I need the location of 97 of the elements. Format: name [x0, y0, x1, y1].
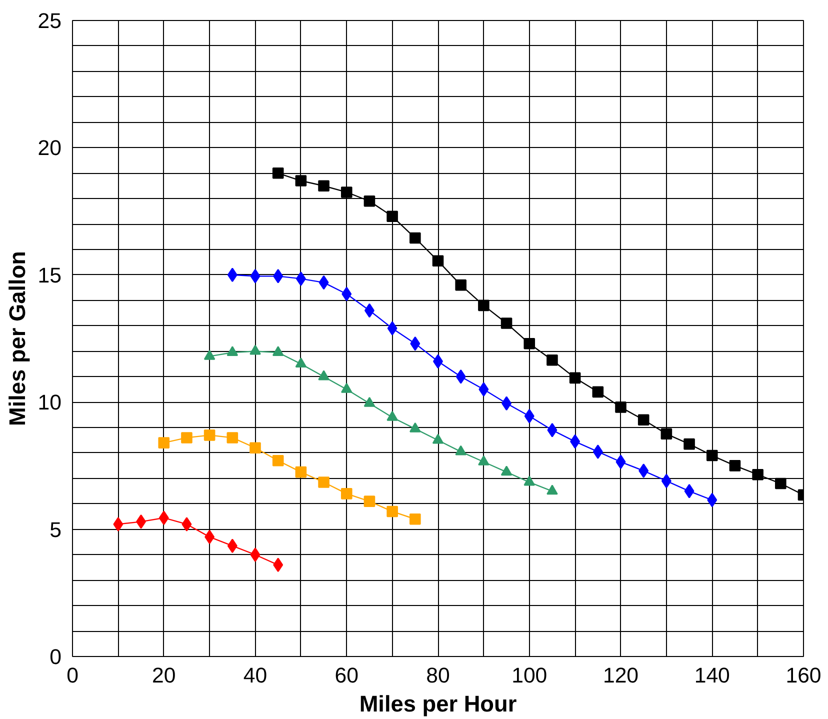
x-tick-label: 20: [152, 664, 176, 688]
y-tick-label: 15: [38, 263, 62, 288]
point: [456, 370, 466, 384]
point: [386, 410, 398, 421]
point: [638, 414, 650, 426]
point: [410, 232, 421, 244]
point: [410, 422, 421, 432]
y-axis-title: Miles per Gallon: [4, 251, 30, 426]
point: [181, 432, 192, 444]
x-tick-label: 60: [334, 664, 359, 688]
point: [273, 558, 284, 572]
y-tick-label: 25: [38, 9, 62, 33]
point: [500, 318, 512, 329]
point: [386, 506, 398, 518]
point: [364, 496, 376, 507]
point: [318, 180, 330, 192]
point: [158, 437, 170, 448]
point: [340, 488, 352, 500]
x-tick-label: 80: [426, 664, 450, 688]
point: [570, 434, 580, 449]
point: [340, 186, 352, 198]
point: [547, 422, 558, 438]
point: [524, 338, 536, 350]
y-tick-label: 0: [50, 645, 62, 669]
point: [226, 346, 238, 356]
point: [250, 344, 261, 355]
point: [660, 428, 672, 440]
x-tick-label: 120: [602, 664, 639, 688]
point: [684, 438, 695, 450]
point: [524, 476, 536, 486]
x-tick-label: 40: [243, 664, 268, 688]
point: [364, 195, 376, 207]
point: [592, 444, 603, 459]
point: [113, 517, 124, 532]
point: [616, 454, 626, 470]
point: [569, 372, 581, 384]
point: [272, 167, 284, 179]
point: [500, 466, 512, 476]
point: [272, 346, 284, 356]
x-tick-label: 160: [786, 664, 822, 688]
point: [295, 358, 307, 368]
point: [478, 300, 490, 312]
point: [295, 175, 307, 186]
point: [707, 492, 718, 508]
point: [455, 279, 466, 291]
point: [410, 336, 420, 351]
point: [592, 386, 604, 398]
point: [204, 350, 216, 360]
point: [455, 445, 466, 456]
point: [387, 321, 398, 336]
point: [340, 382, 352, 393]
point: [296, 272, 306, 286]
point: [226, 432, 238, 444]
point: [295, 466, 307, 478]
point: [546, 354, 558, 366]
point: [204, 430, 216, 441]
point: [432, 434, 444, 444]
point: [273, 269, 284, 284]
point: [502, 396, 512, 411]
point: [342, 286, 352, 302]
point: [615, 402, 626, 413]
x-tick-label: 100: [512, 664, 548, 688]
point: [364, 303, 374, 318]
point: [752, 468, 764, 480]
point: [661, 474, 672, 488]
point: [706, 450, 718, 462]
point: [524, 408, 534, 424]
point: [136, 514, 146, 529]
point: [204, 530, 215, 544]
y-tick-label: 20: [38, 136, 62, 160]
point: [318, 370, 330, 380]
point: [250, 548, 260, 562]
x-tick-label: 0: [66, 664, 79, 688]
point: [729, 460, 741, 472]
point: [432, 255, 444, 267]
point: [318, 476, 330, 488]
point: [775, 478, 786, 490]
point: [364, 396, 376, 407]
point: [227, 538, 238, 553]
y-tick-label: 10: [38, 390, 62, 415]
point: [250, 442, 261, 454]
point: [684, 484, 694, 498]
point: [158, 510, 169, 525]
point: [318, 275, 329, 290]
point: [638, 464, 649, 478]
point: [478, 382, 489, 397]
point: [182, 517, 192, 532]
x-axis-title: Miles per Hour: [359, 690, 517, 716]
point: [478, 455, 490, 466]
x-tick-label: 140: [694, 664, 730, 688]
point: [546, 484, 558, 495]
point: [410, 513, 421, 525]
point: [250, 269, 260, 284]
point: [386, 210, 398, 222]
point: [227, 268, 238, 282]
point: [272, 454, 284, 466]
y-tick-label: 5: [50, 518, 62, 542]
